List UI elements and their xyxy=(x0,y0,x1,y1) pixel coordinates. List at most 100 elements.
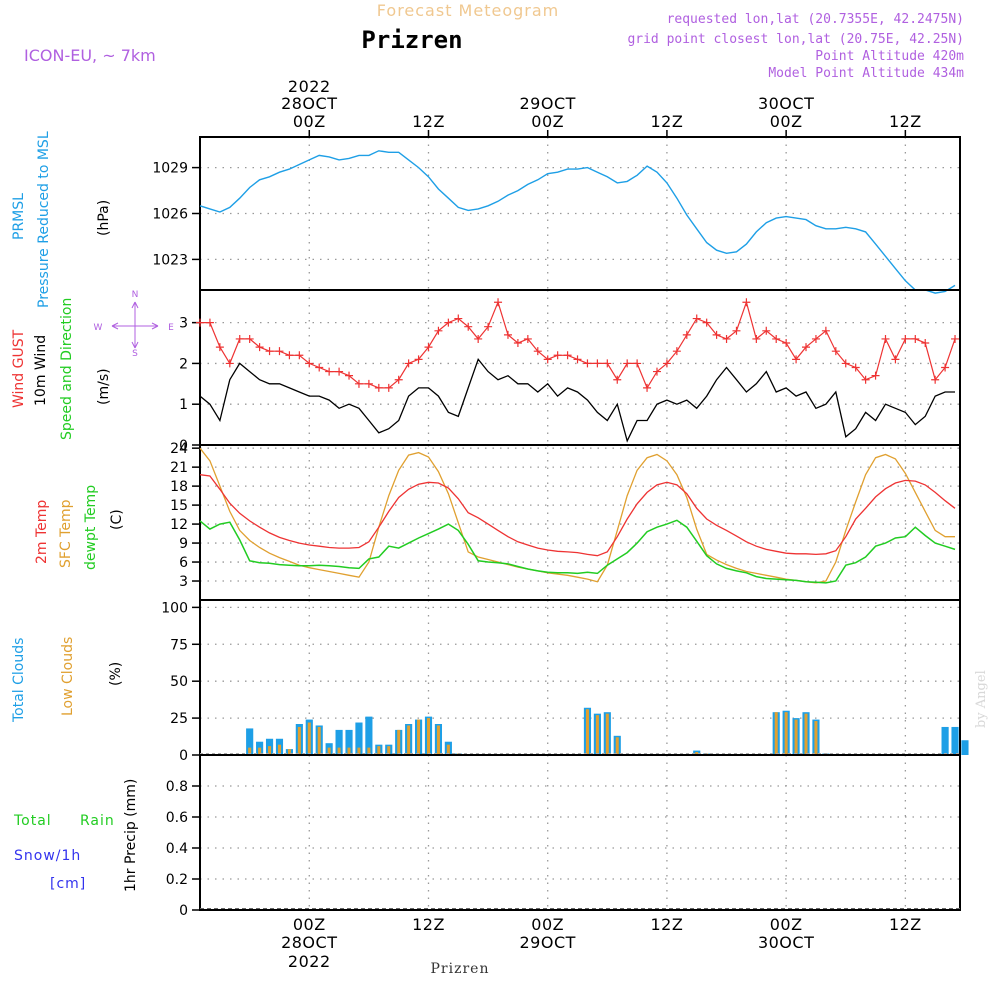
gust-point xyxy=(295,351,304,360)
gust-point xyxy=(573,355,582,364)
low-cloud-bar xyxy=(695,752,699,755)
y-tick-label: 1026 xyxy=(152,207,188,223)
y-tick-label: 0.4 xyxy=(166,841,188,857)
gust-point xyxy=(384,383,393,392)
gust-point xyxy=(851,363,860,372)
low-cloud-bar xyxy=(307,722,311,755)
gust-point xyxy=(553,351,562,360)
gust-point xyxy=(881,334,890,343)
gust-point xyxy=(335,367,344,376)
gust-point xyxy=(444,318,453,327)
pressure-line xyxy=(199,150,956,294)
gust-point xyxy=(722,334,731,343)
low-cloud-bar xyxy=(277,744,281,755)
low-cloud-bar xyxy=(417,719,421,755)
wind-label-unit: (m/s) xyxy=(96,368,112,405)
gust-point xyxy=(861,375,870,384)
y-tick-label: 100 xyxy=(161,600,188,616)
low-cloud-bar xyxy=(317,726,321,755)
gust-point xyxy=(563,351,572,360)
gust-point xyxy=(265,347,274,356)
gust-point xyxy=(583,359,592,368)
y-tick-label: 1029 xyxy=(152,161,188,177)
gust-point xyxy=(484,322,493,331)
total-cloud-bar xyxy=(941,726,949,755)
low-cloud-bar xyxy=(327,747,331,755)
gust-point xyxy=(245,334,254,343)
gust-point xyxy=(434,326,443,335)
top-axis-hour: 12Z xyxy=(651,112,684,131)
gust-point xyxy=(921,339,930,348)
gust-point xyxy=(404,359,413,368)
bottom-axis-hour: 00Z xyxy=(770,915,803,934)
y-tick-label: 0 xyxy=(179,438,188,454)
gust-point xyxy=(235,334,244,343)
gust-point xyxy=(196,318,204,327)
low-cloud-bar xyxy=(268,746,272,755)
gust-point xyxy=(285,351,294,360)
bottom-axis-hour: 12Z xyxy=(889,915,922,934)
gust-point xyxy=(613,375,622,384)
gust-point xyxy=(345,371,354,380)
gust-point xyxy=(354,379,363,388)
gust-point xyxy=(414,355,423,364)
low-cloud-bar xyxy=(774,712,778,755)
low-cloud-bar xyxy=(347,747,351,755)
requested-coordinates: requested lon,lat (20.7355E, 42.2475N) xyxy=(667,12,964,27)
panel-frame xyxy=(199,599,961,756)
top-axis-date: 28OCT xyxy=(281,94,337,113)
gust-point xyxy=(762,326,771,335)
pressure-label-unit: (hPa) xyxy=(96,200,112,236)
gust-point xyxy=(682,330,691,339)
meteogram-faded-title: Forecast Meteogram xyxy=(377,1,559,20)
clouds-panel: 0 25 50 75 100 xyxy=(161,599,969,764)
y-tick-label: 12 xyxy=(170,517,188,533)
top-axis-hour: 00Z xyxy=(531,112,564,131)
gust-point xyxy=(474,334,483,343)
y-tick-label: 75 xyxy=(170,637,188,653)
gust-point xyxy=(841,359,850,368)
gust-point xyxy=(901,334,910,343)
gust-point xyxy=(871,371,880,380)
gust-point xyxy=(633,359,642,368)
low-cloud-bar xyxy=(377,746,381,755)
precip-label-total: Total xyxy=(13,813,52,829)
bottom-axis-date: 30OCT xyxy=(758,933,814,952)
bottom-axis-year: 2022 xyxy=(288,952,331,971)
gust-point xyxy=(951,334,960,343)
total-cloud-bar xyxy=(355,722,363,755)
temp-label-2m: 2m Temp xyxy=(34,500,50,564)
compass-north: N xyxy=(132,290,139,300)
gust-point xyxy=(652,367,661,376)
gust-point xyxy=(603,359,612,368)
watermark: by Angel xyxy=(974,670,989,728)
total-cloud-bar xyxy=(345,729,353,755)
gust-point xyxy=(712,330,721,339)
sfc-temp-line xyxy=(199,447,955,584)
bottom-axis-date: 28OCT xyxy=(281,933,337,952)
y-tick-label: 24 xyxy=(170,441,188,457)
low-cloud-bar xyxy=(337,747,341,755)
gust-line xyxy=(200,300,956,390)
total-cloud-bar xyxy=(335,729,343,755)
point-altitude: Point Altitude 420m xyxy=(815,49,964,64)
gust-point xyxy=(464,322,473,331)
gust-point xyxy=(772,334,781,343)
y-tick-label: 2 xyxy=(179,356,188,372)
gust-point xyxy=(672,347,681,356)
bottom-axis-hour: 00Z xyxy=(531,915,564,934)
gust-point xyxy=(692,314,701,323)
gust-point xyxy=(623,359,632,368)
temp-label-unit: (C) xyxy=(109,509,125,530)
gust-point xyxy=(394,375,403,384)
total-cloud-bar xyxy=(951,726,959,755)
gust-point xyxy=(792,355,801,364)
y-tick-label: 6 xyxy=(179,555,188,571)
gust-point xyxy=(643,383,652,392)
low-cloud-bar xyxy=(258,747,262,755)
gust-point xyxy=(255,343,264,352)
panel-frame xyxy=(199,444,961,601)
y-tick-label: 0 xyxy=(179,748,188,764)
y-tick-label: 3 xyxy=(179,574,188,590)
low-cloud-bar xyxy=(387,746,391,755)
